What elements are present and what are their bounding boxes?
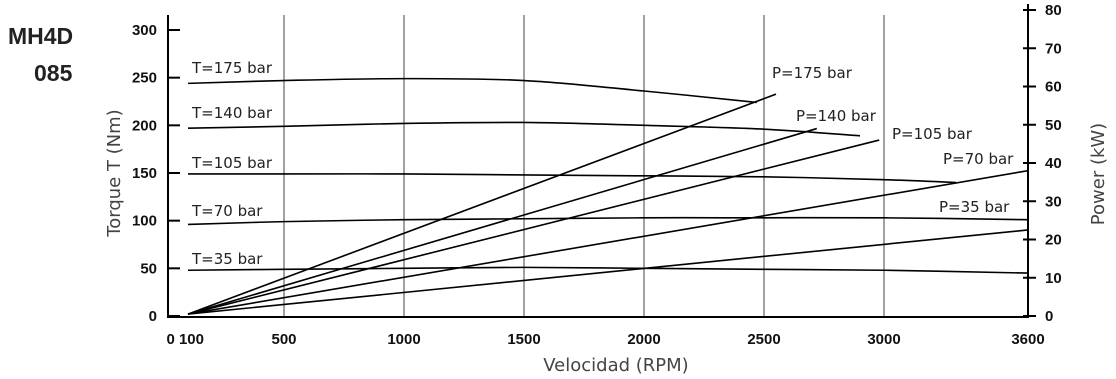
torque-curve-label: T=175 bar (191, 59, 273, 77)
torque-curve (187, 77, 757, 104)
y2-tick-label: 20 (1045, 232, 1062, 249)
y-tick-label: 50 (140, 260, 157, 277)
torque-curve (187, 121, 861, 137)
y2-axis-title: Power (kW) (1088, 123, 1109, 225)
x-tick-label: 2500 (747, 331, 780, 348)
label-layer: 0 100 500 1000 1500 2000 2500 3000 360005010015… (132, 2, 1062, 348)
y2-tick-label: 10 (1045, 270, 1062, 287)
axis-layer (167, 4, 1036, 318)
y-tick-label: 300 (132, 22, 157, 39)
power-line-label: P=140 bar (796, 107, 877, 125)
x-tick-label: 1500 (507, 331, 540, 348)
x-tick-label: 2000 (627, 331, 660, 348)
y2-tick-label: 70 (1045, 40, 1062, 57)
power-line (187, 229, 1029, 315)
x-axis-title: Velocidad (RPM) (543, 355, 688, 376)
y-tick-label: 0 (149, 308, 157, 325)
power-line-label: P=35 bar (939, 198, 1010, 216)
torque-curve-label: T=140 bar (191, 104, 273, 122)
power-line (187, 127, 818, 315)
y-tick-label: 150 (132, 165, 157, 182)
grid-layer (283, 15, 885, 316)
torque-curve-label: T=35 bar (191, 250, 263, 268)
curve-layer (187, 77, 1029, 315)
torque-curve (187, 216, 1029, 226)
torque-curve (188, 173, 957, 184)
x-tick-label: 1000 (387, 331, 420, 348)
torque-curve-label: T=105 bar (191, 154, 273, 172)
y2-tick-label: 50 (1045, 117, 1062, 134)
x-tick-label: 500 (271, 331, 296, 348)
power-line (187, 93, 777, 315)
x-tick-label: 3000 (867, 331, 900, 348)
y2-tick-label: 30 (1045, 193, 1062, 210)
y-tick-label: 100 (132, 213, 157, 230)
power-line (187, 139, 880, 315)
x-tick-label: 3600 (1011, 331, 1044, 348)
y-tick-label: 250 (132, 70, 157, 87)
model-name-line1: MH4D (8, 23, 73, 49)
torque-curve-label: T=70 bar (191, 202, 263, 220)
y2-tick-label: 40 (1045, 155, 1062, 172)
y-tick-label: 200 (132, 117, 157, 134)
x-tick-label: 0 100 (166, 331, 204, 348)
y2-tick-label: 60 (1045, 79, 1062, 96)
model-name-line2: 085 (34, 60, 73, 86)
power-line (187, 169, 1029, 315)
power-line-label: P=70 bar (943, 150, 1014, 168)
power-line-label: P=105 bar (892, 125, 973, 143)
power-line-label: P=175 bar (772, 64, 853, 82)
y2-tick-label: 0 (1045, 308, 1053, 325)
y-axis-title: Torque T (Nm) (104, 109, 125, 237)
y2-tick-label: 80 (1045, 2, 1062, 19)
